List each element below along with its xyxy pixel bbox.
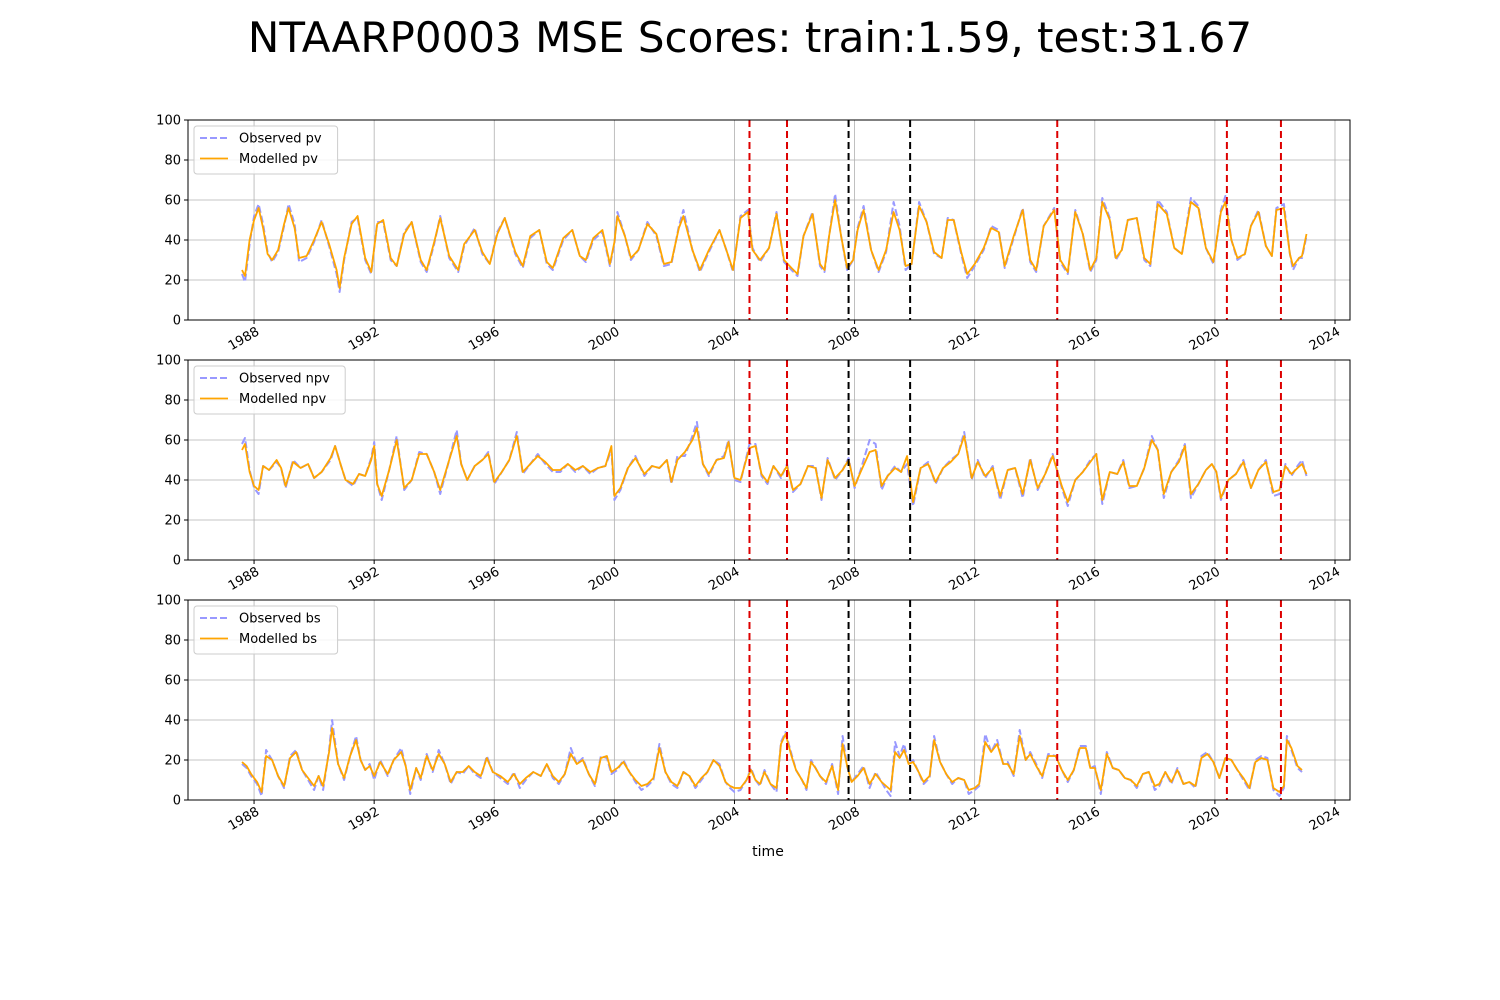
legend: Observed pv Modelled pv bbox=[193, 125, 339, 175]
legend-label: Modelled bs bbox=[239, 632, 317, 647]
x-axis-label: time bbox=[752, 844, 784, 860]
y-tick-label: 0 bbox=[173, 794, 181, 809]
y-tick-label: 20 bbox=[164, 514, 181, 529]
y-tick-label: 60 bbox=[164, 434, 181, 449]
legend-label: Modelled npv bbox=[239, 392, 327, 407]
legend-box bbox=[193, 365, 346, 415]
y-tick-label: 0 bbox=[173, 554, 181, 569]
y-tick-label: 80 bbox=[164, 634, 181, 649]
legend-label: Observed npv bbox=[239, 372, 330, 387]
series-line-modelled-bs bbox=[241, 727, 1303, 793]
legend-label: Observed pv bbox=[239, 132, 322, 147]
y-tick-label: 100 bbox=[156, 594, 181, 609]
axes-frame bbox=[187, 359, 1351, 561]
y-tick-label: 40 bbox=[164, 474, 181, 489]
y-tick-label: 0 bbox=[173, 314, 181, 329]
axes-frame bbox=[187, 119, 1351, 321]
y-tick-label: 40 bbox=[164, 714, 181, 729]
y-tick-label: 60 bbox=[164, 674, 181, 689]
y-tick-label: 60 bbox=[164, 194, 181, 209]
legend: Observed bs Modelled bs bbox=[193, 605, 339, 655]
figure-title: NTAARP0003 MSE Scores: train:1.59, test:… bbox=[248, 13, 1252, 62]
series-line-modelled-pv bbox=[241, 199, 1308, 289]
legend: Observed npv Modelled npv bbox=[193, 365, 346, 415]
y-tick-label: 20 bbox=[164, 754, 181, 769]
y-tick-label: 20 bbox=[164, 274, 181, 289]
y-tick-label: 40 bbox=[164, 234, 181, 249]
legend-box bbox=[193, 605, 339, 655]
y-tick-label: 100 bbox=[156, 354, 181, 369]
legend-box bbox=[193, 125, 339, 175]
legend-label: Modelled pv bbox=[239, 152, 318, 167]
series-line-modelled-npv bbox=[241, 427, 1308, 503]
legend-label: Observed bs bbox=[239, 612, 321, 627]
axes-frame bbox=[187, 599, 1351, 801]
y-tick-label: 80 bbox=[164, 394, 181, 409]
y-tick-label: 100 bbox=[156, 114, 181, 129]
y-tick-label: 80 bbox=[164, 154, 181, 169]
